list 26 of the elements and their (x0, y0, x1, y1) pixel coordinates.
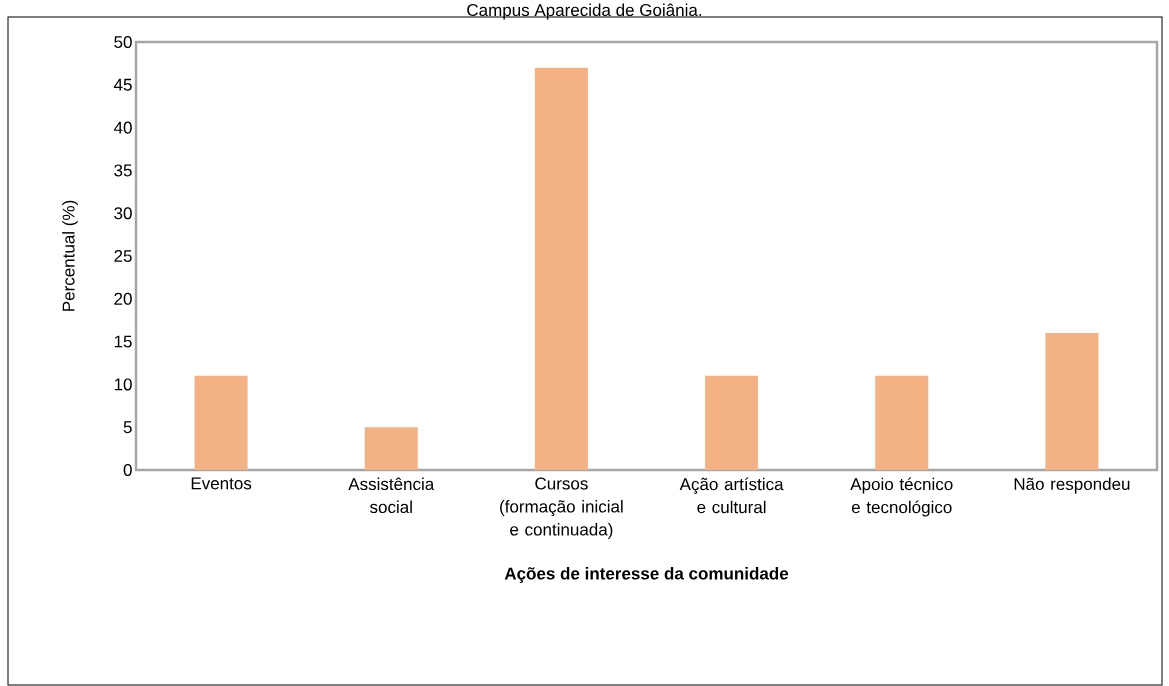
bar (534, 67, 588, 470)
x-axis-title: Ações de interesse da comunidade (504, 567, 789, 583)
y-tick-label: 50 (114, 35, 132, 49)
x-tick-label: Cursos (formação inicial e continuada) (500, 477, 623, 539)
bar (364, 427, 418, 470)
y-tick-label: 5 (123, 421, 132, 434)
bar (194, 375, 248, 470)
chart-title: Campus Aparecida de Goiânia. (467, 3, 702, 20)
y-tick-label: 0 (123, 463, 132, 477)
y-tick-label: 35 (114, 164, 132, 177)
y-tick-label: 10 (114, 378, 132, 391)
y-axis-title: Percentual (%) (62, 200, 78, 311)
bar (1045, 333, 1099, 470)
x-tick-label: Não respondeu (1014, 477, 1130, 494)
x-tick-label: Eventos (191, 477, 252, 490)
y-tick-label: 45 (113, 78, 132, 91)
x-tick-label: Apoio técnico e tecnológico (850, 477, 953, 517)
y-tick-label: 25 (114, 249, 132, 263)
y-tick-label: 15 (114, 335, 132, 348)
y-tick-label: 30 (114, 207, 132, 220)
bar (875, 375, 929, 470)
y-tick-label: 40 (113, 121, 132, 134)
bar (705, 375, 759, 470)
x-tick-label: Assistência social (348, 477, 435, 514)
x-tick-label: Ação artística e cultural (679, 477, 784, 514)
y-tick-label: 20 (114, 292, 132, 305)
